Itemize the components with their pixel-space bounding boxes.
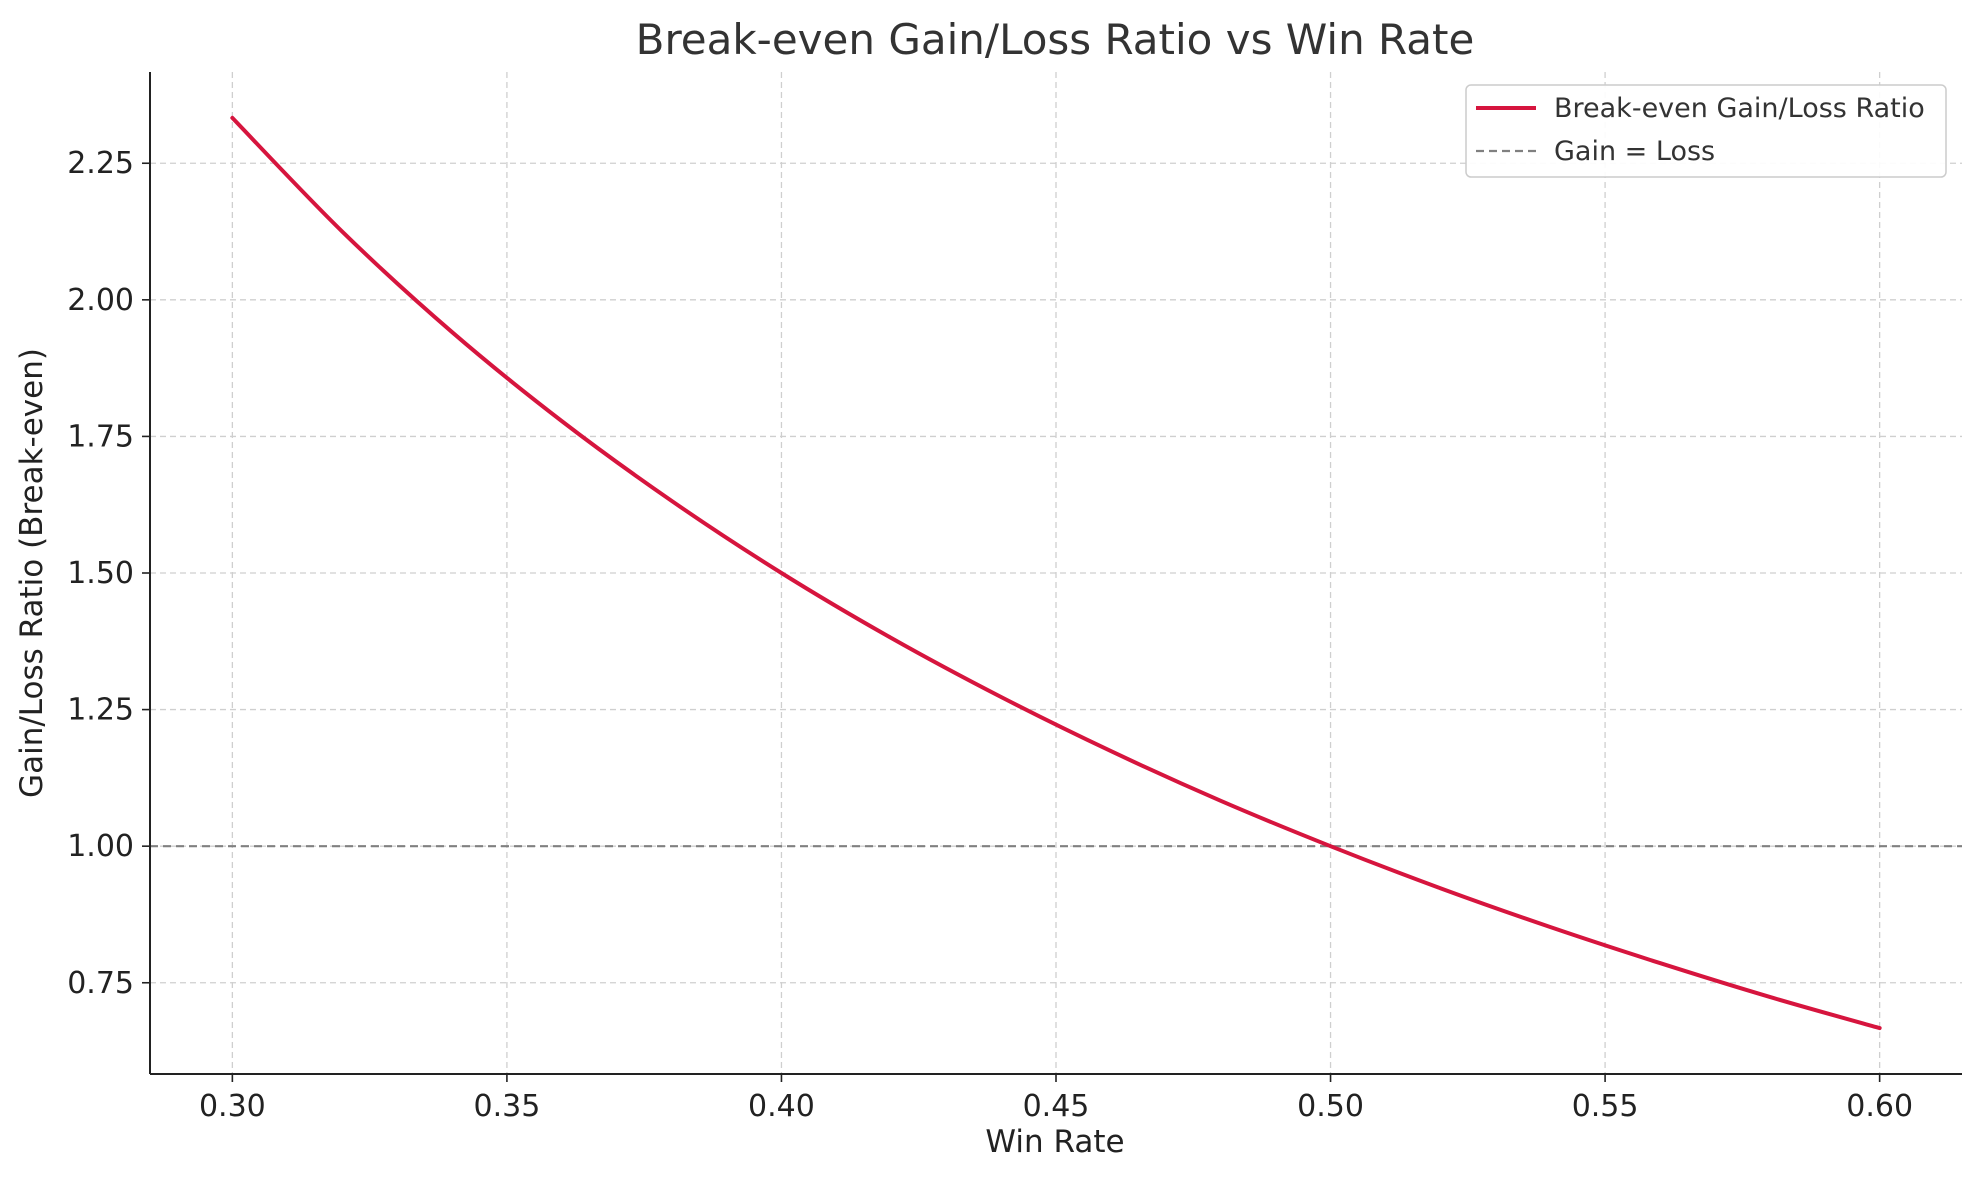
y-axis-label: Gain/Loss Ratio (Break-even) — [14, 348, 50, 798]
x-tick-label: 0.30 — [199, 1089, 266, 1124]
legend: Break-even Gain/Loss Ratio Gain = Loss — [1465, 84, 1947, 178]
x-tick-label: 0.55 — [1572, 1089, 1639, 1124]
legend-box — [1465, 84, 1947, 178]
y-tick-label: 1.50 — [67, 556, 134, 591]
legend-label-break-even: Break-even Gain/Loss Ratio — [1554, 93, 1925, 124]
x-tick-label: 0.45 — [1023, 1089, 1090, 1124]
y-tick-label: 1.00 — [67, 829, 134, 864]
grid — [150, 72, 1962, 1074]
x-axis-label: Win Rate — [985, 1124, 1124, 1160]
axes — [142, 72, 1962, 1082]
y-tick-label: 0.75 — [67, 966, 134, 1001]
y-tick-label: 1.75 — [67, 419, 134, 454]
y-tick-label: 2.25 — [67, 146, 134, 181]
chart-title: Break-even Gain/Loss Ratio vs Win Rate — [636, 15, 1475, 64]
tick-labels: 0.30 0.35 0.40 0.45 0.50 0.55 0.60 0.75 1.00 1.25… — [67, 146, 1913, 1124]
legend-label-gain-equals-loss: Gain = Loss — [1554, 136, 1715, 167]
series-line-break-even — [230, 115, 1882, 1031]
x-tick-label: 0.50 — [1297, 1089, 1364, 1124]
series — [230, 115, 1882, 1031]
x-tick-label: 0.35 — [474, 1089, 541, 1124]
y-tick-label: 2.00 — [67, 283, 134, 318]
x-tick-label: 0.60 — [1846, 1089, 1913, 1124]
y-tick-label: 1.25 — [67, 693, 134, 728]
x-tick-label: 0.40 — [748, 1089, 815, 1124]
